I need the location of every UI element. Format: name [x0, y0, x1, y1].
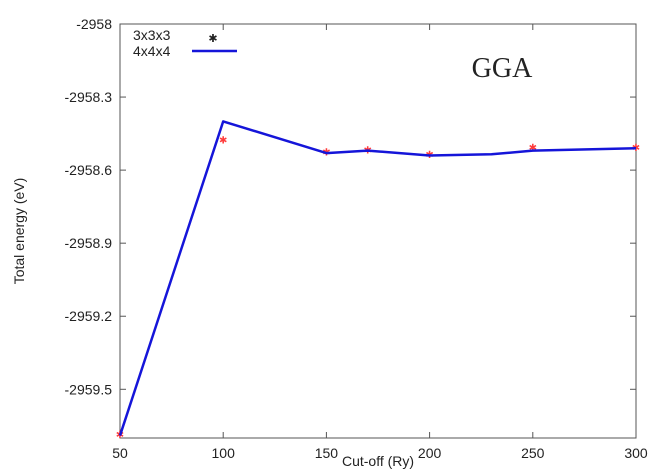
plot-frame	[119, 23, 637, 439]
x-tick-label: 300	[624, 445, 648, 461]
tick-marks	[119, 23, 637, 438]
x-axis-label: Cut-off (Ry)	[342, 453, 414, 469]
data-point-3x3x3: ✱	[219, 136, 227, 147]
y-tick-label: -2958	[76, 16, 112, 32]
y-axis-label: Total energy (eV)	[11, 178, 27, 285]
legend-marker-3x3x3: ✱	[208, 33, 217, 45]
x-tick-label: 200	[418, 445, 442, 461]
legend-label-3x3x3: 3x3x3	[133, 27, 171, 43]
y-tick-label: -2959.5	[65, 381, 113, 397]
series-layer: ✱✱✱ ✱ ✱✱ ✱	[116, 120, 640, 441]
data-point-3x3x3: ✱	[116, 430, 124, 441]
data-point-3x3x3: ✱	[529, 143, 537, 154]
x-tick-label: 250	[521, 445, 545, 461]
y-tick-label: -2959.2	[65, 308, 113, 324]
y-tick-label: -2958.6	[65, 162, 113, 178]
series-line-4x4x4	[118, 120, 637, 436]
x-tick-label: 150	[315, 445, 339, 461]
x-tick-label: 50	[112, 445, 128, 461]
legend-label-4x4x4: 4x4x4	[133, 43, 171, 59]
gga-annotation: GGA	[472, 53, 533, 84]
y-tick-label: -2958.9	[65, 235, 113, 251]
x-tick-label: 100	[212, 445, 236, 461]
y-tick-label: -2958.3	[65, 89, 113, 105]
y-tick-labels: -2958 -2958.3 -2958.6 -2958.9 -2959.2 -2959.5	[65, 16, 113, 397]
legend: 3x3x3 ✱ 4x4x4	[133, 27, 237, 59]
x-tick-labels: 50 100 150 200 250 300	[112, 445, 648, 461]
